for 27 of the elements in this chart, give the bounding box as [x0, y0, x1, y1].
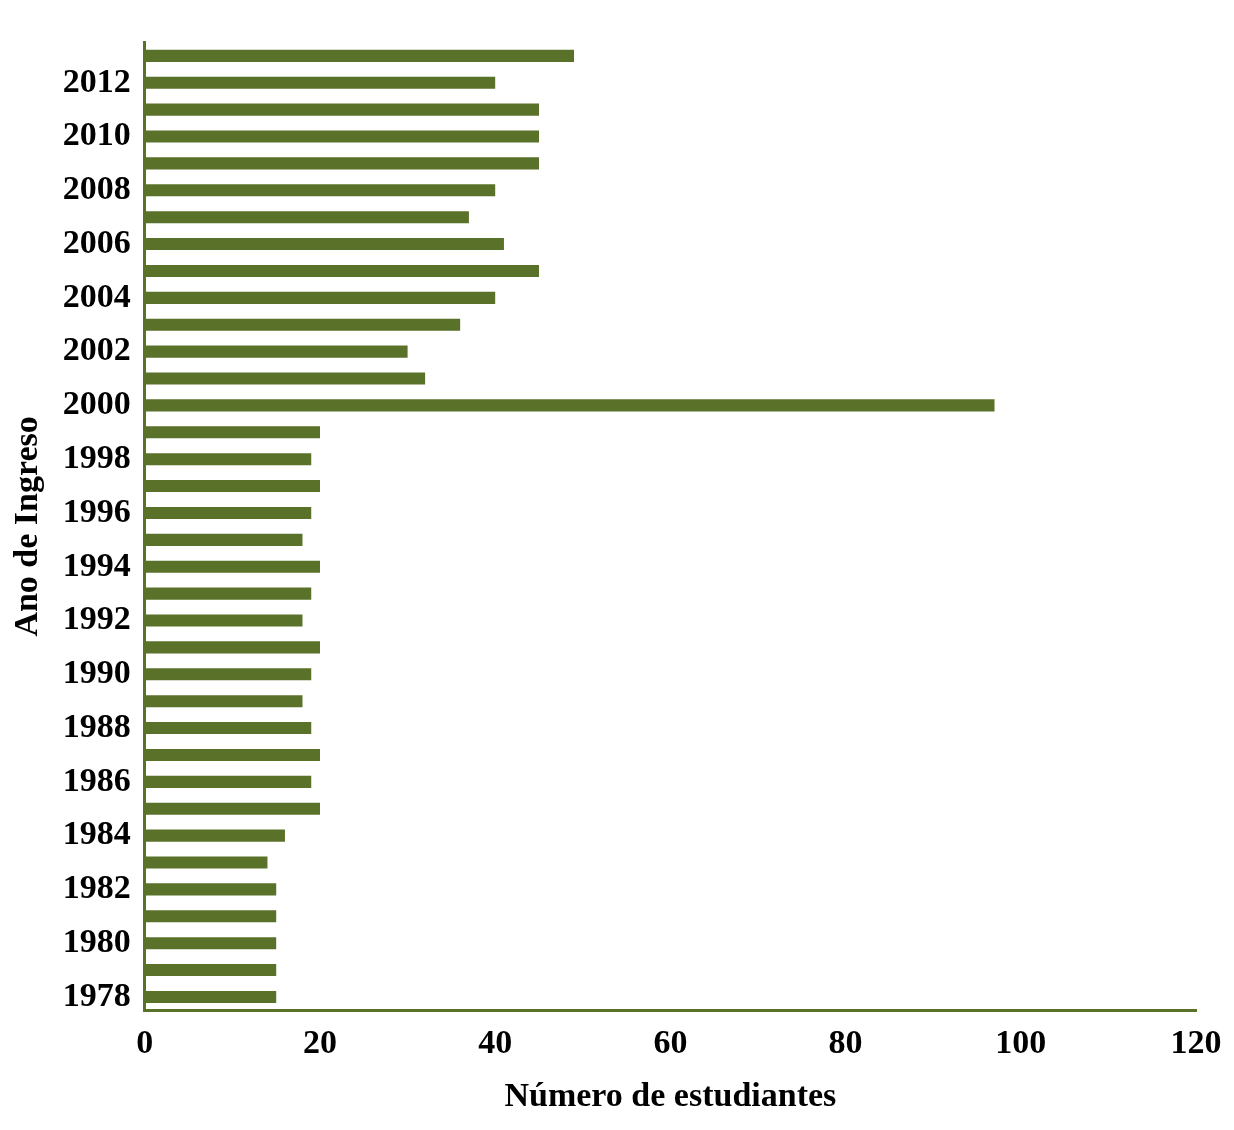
y-tick-label: 2004 — [62, 276, 131, 314]
x-tick-label: 80 — [828, 1022, 863, 1060]
x-tick-label: 20 — [303, 1022, 337, 1060]
y-tick-label: 2008 — [62, 169, 131, 207]
y-tick-label: 1994 — [62, 545, 131, 583]
y-tick-label: 1988 — [62, 706, 131, 744]
y-tick-label: 2010 — [62, 115, 131, 153]
y-tick-label: 1984 — [62, 814, 131, 852]
y-tick-label: 1982 — [62, 868, 131, 906]
y-tick-label: 2006 — [62, 222, 131, 260]
x-tick-label: 0 — [136, 1022, 154, 1060]
x-tick-label: 100 — [995, 1022, 1047, 1060]
y-tick-label: 1992 — [62, 599, 131, 637]
y-axis-title: Ano de Ingreso — [7, 416, 45, 637]
y-tick-label: 1980 — [62, 921, 131, 959]
y-tick-label: 1978 — [62, 975, 131, 1013]
y-tick-label: 2000 — [62, 384, 131, 422]
y-tick-label: 2002 — [62, 330, 131, 368]
x-tick-label: 40 — [478, 1022, 513, 1060]
y-tick-label: 2012 — [62, 61, 131, 99]
x-tick-label: 120 — [1170, 1022, 1222, 1060]
x-tick-label: 60 — [653, 1022, 688, 1060]
y-tick-label: 1986 — [62, 760, 131, 798]
y-tick-label: 1990 — [62, 653, 131, 691]
x-axis-title: Número de estudiantes — [504, 1076, 837, 1114]
y-tick-label: 1996 — [62, 491, 131, 529]
y-tick-label: 1998 — [62, 437, 131, 475]
